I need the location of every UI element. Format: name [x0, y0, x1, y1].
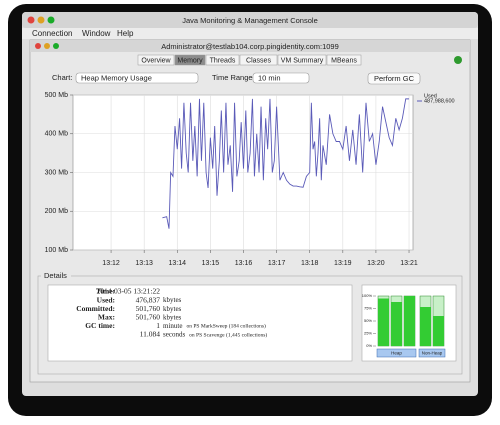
- detail-value: 501,760: [136, 304, 161, 313]
- close-button[interactable]: [27, 16, 35, 24]
- chart-select[interactable]: [75, 72, 199, 84]
- detail-unit: kbytes: [163, 296, 182, 304]
- y-tick-label: 500 Mb: [45, 92, 68, 99]
- tab[interactable]: [137, 54, 175, 66]
- detail-label: Used:: [97, 295, 115, 304]
- chart-select-value: Heap Memory Usage: [81, 73, 152, 82]
- pool-group-label: Heap: [391, 351, 402, 356]
- menu-item[interactable]: Window: [82, 29, 111, 38]
- x-tick-label: 13:15: [202, 260, 220, 267]
- tab-label: MBeans: [331, 57, 357, 64]
- x-tick-label: 13:13: [135, 260, 153, 267]
- details-box: [47, 284, 353, 362]
- tab[interactable]: [326, 54, 362, 66]
- details-frame: [37, 275, 463, 375]
- close-button[interactable]: [35, 43, 41, 49]
- gauge-tick-label: 0%: [366, 343, 372, 348]
- gauge-tick-label: 75%: [364, 306, 372, 311]
- detail-unit: seconds: [163, 331, 185, 339]
- tab-label: Memory: [177, 57, 203, 64]
- time-range-value: 10 min: [258, 73, 281, 82]
- tab[interactable]: [174, 54, 206, 66]
- perform-gc-label: Perform GC: [374, 74, 415, 83]
- y-tick-label: 300 Mb: [45, 169, 68, 176]
- tab[interactable]: [205, 54, 240, 66]
- detail-note: on PS MarkSweep (184 collections): [186, 323, 266, 330]
- details-title-bg: [41, 271, 71, 280]
- detail-label: Committed:: [76, 304, 115, 313]
- gauge-tick-label: 50%: [364, 318, 372, 323]
- detail-unit: kbytes: [163, 305, 182, 313]
- tab-label: VM Summary: [281, 57, 324, 64]
- pool-usage[interactable]: [420, 307, 431, 346]
- pool-usage[interactable]: [378, 298, 389, 347]
- legend-label: Used: [424, 93, 437, 99]
- x-tick-label: 13:12: [102, 260, 120, 267]
- tab-label: Threads: [210, 57, 236, 64]
- pool-usage[interactable]: [404, 296, 415, 346]
- zoom-button[interactable]: [47, 16, 55, 24]
- detail-label: GC time:: [85, 321, 115, 330]
- time-range-select[interactable]: [252, 72, 310, 84]
- y-tick-label: 200 Mb: [45, 208, 68, 215]
- pool-group-box: [376, 348, 417, 358]
- menu-item[interactable]: Connection: [32, 29, 72, 38]
- x-tick-label: 13:16: [235, 260, 253, 267]
- pool-usage[interactable]: [391, 302, 402, 346]
- gauge-tick-label: 25%: [364, 331, 372, 336]
- internal-title-bar: [30, 40, 470, 52]
- x-tick-label: 13:17: [268, 260, 286, 267]
- tab-label: Overview: [141, 57, 171, 64]
- pool-usage[interactable]: [433, 316, 444, 346]
- time-range-label: Time Range:: [212, 73, 255, 82]
- detail-value: 501,760: [136, 313, 161, 322]
- detail-label: Time:: [96, 287, 115, 296]
- pool-group-label: Non-Heap: [422, 351, 443, 356]
- detail-value: 11.084: [140, 330, 161, 339]
- menu-item[interactable]: Help: [117, 29, 134, 38]
- y-tick-label: 400 Mb: [45, 131, 68, 138]
- connection-status: [454, 56, 462, 64]
- chart-label: Chart:: [52, 73, 72, 82]
- tab[interactable]: [239, 54, 278, 66]
- perform-gc-button[interactable]: [367, 72, 421, 85]
- window-title: Java Monitoring & Management Console: [182, 16, 318, 25]
- tab[interactable]: [277, 54, 327, 66]
- detail-unit: minute: [163, 322, 182, 330]
- tab-label: Classes: [246, 57, 271, 64]
- current-value: 487,988,600: [424, 98, 455, 104]
- details-title: Details: [44, 271, 67, 280]
- x-tick-label: 13:20: [367, 260, 385, 267]
- detail-label: Max:: [98, 313, 115, 322]
- pool-group-box: [418, 348, 446, 358]
- gauge-tick-label: 100%: [362, 293, 373, 298]
- zoom-button[interactable]: [53, 43, 59, 49]
- x-tick-label: 13:21: [400, 260, 418, 267]
- detail-value: 476,837: [136, 295, 161, 304]
- connection-title: Administrator@testlab104.corp.pingidenti…: [161, 42, 339, 51]
- minimize-button[interactable]: [37, 16, 45, 24]
- title-bar: [22, 12, 478, 28]
- pool-gauges: 100% 75% 50% 25% 0% Heap Non-Heap: [362, 293, 446, 358]
- x-tick-label: 13:19: [334, 260, 352, 267]
- detail-value: 1: [156, 321, 160, 330]
- detail-value: 2014-03-05 13:21:22: [96, 287, 160, 296]
- minimize-button[interactable]: [44, 43, 50, 49]
- detail-unit: kbytes: [163, 313, 182, 321]
- detail-note: on PS Scavenge (1,445 collections): [189, 331, 267, 338]
- x-tick-label: 13:14: [169, 260, 187, 267]
- y-tick-label: 100 Mb: [45, 247, 68, 254]
- x-tick-label: 13:18: [301, 260, 319, 267]
- memory-chart: 100 Mb 200 Mb 300 Mb 400 Mb 500 Mb 13:12 13:13…: [45, 92, 455, 267]
- menu-bar: [22, 28, 478, 39]
- tab-bar: Overview Memory Threads Classes VM Summary MB…: [137, 54, 362, 66]
- data-line: [162, 98, 410, 229]
